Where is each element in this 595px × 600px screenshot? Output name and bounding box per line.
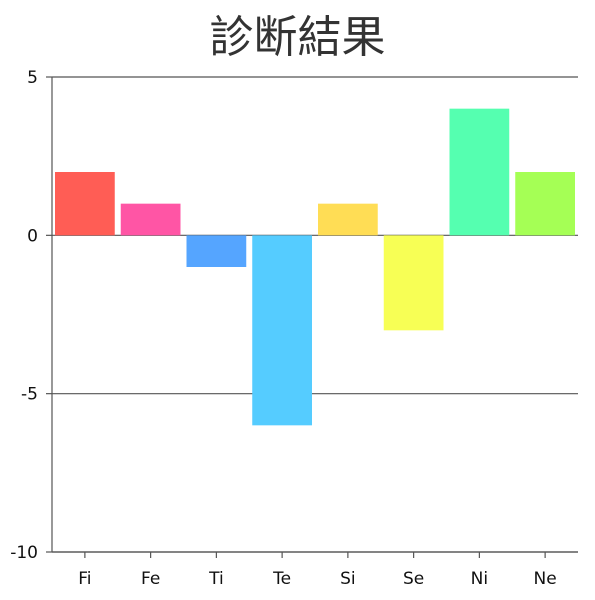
x-tick-label-ne: Ne: [534, 569, 557, 589]
chart-title: 診断結果: [209, 12, 386, 63]
y-tick-label-2: -5: [21, 385, 38, 405]
bar-fi: [55, 172, 115, 236]
y-tick-labels: 5 0 -5 -10: [10, 68, 38, 563]
y-tick-label-3: -10: [10, 543, 38, 563]
axes: [46, 76, 578, 558]
x-tick-label-ni: Ni: [471, 569, 488, 589]
bars: [55, 108, 575, 426]
bar-ni: [449, 108, 510, 236]
x-tick-label-si: Si: [340, 569, 356, 589]
x-tick-label-ti: Ti: [208, 569, 224, 589]
bar-fe: [120, 203, 181, 236]
y-tick-label-1: 0: [27, 226, 38, 246]
x-tick-labels: Fi Fe Ti Te Si Se Ni Ne: [78, 569, 556, 589]
x-tick-label-fi: Fi: [78, 569, 91, 589]
bar-se: [383, 235, 444, 331]
bar-si: [318, 203, 378, 236]
bar-ne: [515, 172, 575, 236]
x-tick-label-te: Te: [272, 569, 291, 589]
bar-ti: [186, 235, 247, 267]
y-tick-label-0: 5: [27, 68, 38, 88]
bar-te: [252, 235, 312, 426]
x-tick-label-se: Se: [403, 569, 424, 589]
x-tick-label-fe: Fe: [141, 569, 160, 589]
